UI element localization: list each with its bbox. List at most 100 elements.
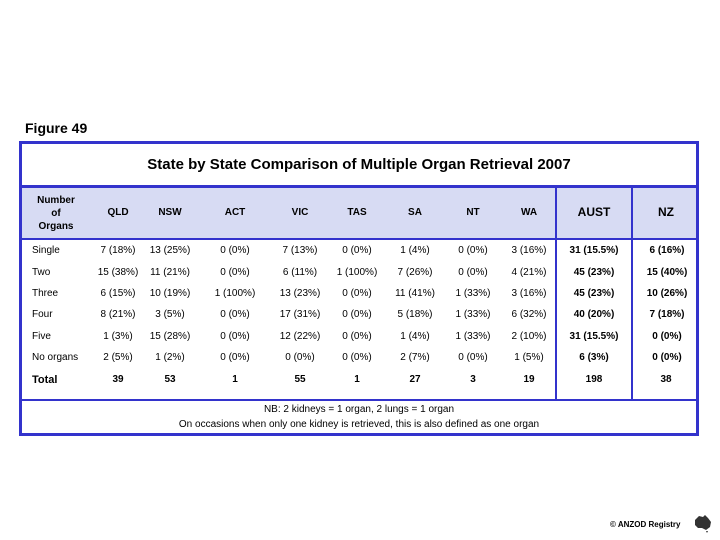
column-header-act: ACT [224,207,246,218]
column-header-qld: QLD [107,207,129,218]
column-header-vic: VIC [291,207,309,218]
table-cell-aust: 31 (15.5%) [569,331,619,342]
column-header-aust: AUST [577,205,611,219]
table-cell: 1 (100%) [214,288,256,299]
row-label: Four [32,309,53,320]
divider-aust-left [555,188,557,399]
table-cell: 1 (3%) [103,331,133,342]
table-cell: 1 (4%) [400,245,430,256]
table-cell: 5 (18%) [397,309,433,320]
total-cell-nz: 38 [660,374,672,385]
total-cell: 39 [112,374,124,385]
table-cell: 1 (2%) [155,352,185,363]
table-cell: 0 (0%) [458,267,488,278]
table-cell: 0 (0%) [458,352,488,363]
rowhead-header: Number of Organs [26,194,86,233]
table-cell-nz: 0 (0%) [652,331,682,342]
total-cell-aust: 198 [585,374,603,385]
table-cell: 15 (28%) [149,331,191,342]
row-label: Single [32,245,60,256]
column-header-tas: TAS [347,207,367,218]
note-line: On occasions when only one kidney is ret… [178,419,540,430]
table-cell: 0 (0%) [285,352,315,363]
registry-credit: © ANZOD Registry [610,520,681,529]
column-header-nz: NZ [658,205,674,219]
table-cell: 6 (11%) [282,267,318,278]
note-line: NB: 2 kidneys = 1 organ, 2 lungs = 1 org… [263,404,455,415]
total-cell: 19 [523,374,535,385]
figure-label: Figure 49 [25,120,88,136]
table-cell: 11 (41%) [395,288,435,299]
table-cell: 6 (32%) [511,309,547,320]
row-label: No organs [32,352,79,363]
table-cell: 1 (33%) [455,331,491,342]
table-cell: 2 (5%) [103,352,133,363]
row-label: Five [32,331,51,342]
divider-aust [631,188,633,399]
table-cell: 6 (15%) [100,288,136,299]
footer-divider [22,399,696,401]
table-cell: 12 (22%) [279,331,321,342]
table-cell-nz: 6 (16%) [649,245,685,256]
table-cell: 0 (0%) [220,267,250,278]
table-cell: 2 (10%) [511,331,547,342]
table-header [22,188,696,240]
australia-map-icon [695,515,711,533]
table-cell: 0 (0%) [458,245,488,256]
total-cell: 3 [470,374,476,385]
row-label: Three [32,288,59,299]
column-header-nt: NT [466,207,480,218]
column-header-nsw: NSW [158,207,182,218]
table-cell-aust: 45 (23%) [573,288,615,299]
table-cell-aust: 40 (20%) [573,309,615,320]
table-cell: 3 (16%) [511,288,547,299]
column-header-sa: SA [408,207,422,218]
table-cell: 0 (0%) [342,331,372,342]
total-cell: 1 [354,374,360,385]
rowhead-line: of [51,208,61,219]
table-cell: 0 (0%) [342,352,372,363]
table-cell: 1 (4%) [400,331,430,342]
table-cell: 4 (21%) [511,267,547,278]
table-title: State by State Comparison of Multiple Or… [22,144,696,188]
row-label: Two [32,267,51,278]
column-header-wa: WA [520,207,538,218]
table-cell: 13 (23%) [279,288,321,299]
table-cell-nz: 7 (18%) [649,309,685,320]
row-label-total: Total [32,374,58,386]
rowhead-line: Number [37,195,75,206]
table-cell: 7 (26%) [397,267,433,278]
table-cell: 7 (18%) [100,245,136,256]
total-cell: 1 [232,374,238,385]
table-cell: 0 (0%) [220,309,250,320]
table-cell-nz: 0 (0%) [652,352,682,363]
table-cell: 1 (33%) [455,309,491,320]
table-cell: 0 (0%) [220,352,250,363]
table-cell: 17 (31%) [279,309,321,320]
table-cell: 1 (5%) [514,352,544,363]
table-cell-aust: 31 (15.5%) [569,245,619,256]
table-cell: 0 (0%) [342,309,372,320]
table-cell: 0 (0%) [220,331,250,342]
table-cell: 13 (25%) [149,245,191,256]
rowhead-line: Organs [38,221,74,232]
total-cell: 55 [294,374,306,385]
total-cell: 27 [409,374,421,385]
table-cell-nz: 10 (26%) [646,288,688,299]
table-cell: 1 (100%) [336,267,378,278]
table-cell: 0 (0%) [220,245,250,256]
table-cell: 1 (33%) [455,288,491,299]
table-cell: 3 (16%) [511,245,547,256]
table-cell: 0 (0%) [342,288,372,299]
table-cell: 15 (38%) [97,267,139,278]
table-cell: 0 (0%) [342,245,372,256]
table-cell: 8 (21%) [100,309,136,320]
table-cell-nz: 15 (40%) [646,267,688,278]
table-cell: 11 (21%) [150,267,190,278]
organ-retrieval-table: State by State Comparison of Multiple Or… [19,141,699,436]
total-cell: 53 [164,374,176,385]
table-cell-aust: 45 (23%) [573,267,615,278]
table-cell: 3 (5%) [155,309,185,320]
table-cell: 2 (7%) [400,352,430,363]
table-cell: 10 (19%) [149,288,191,299]
